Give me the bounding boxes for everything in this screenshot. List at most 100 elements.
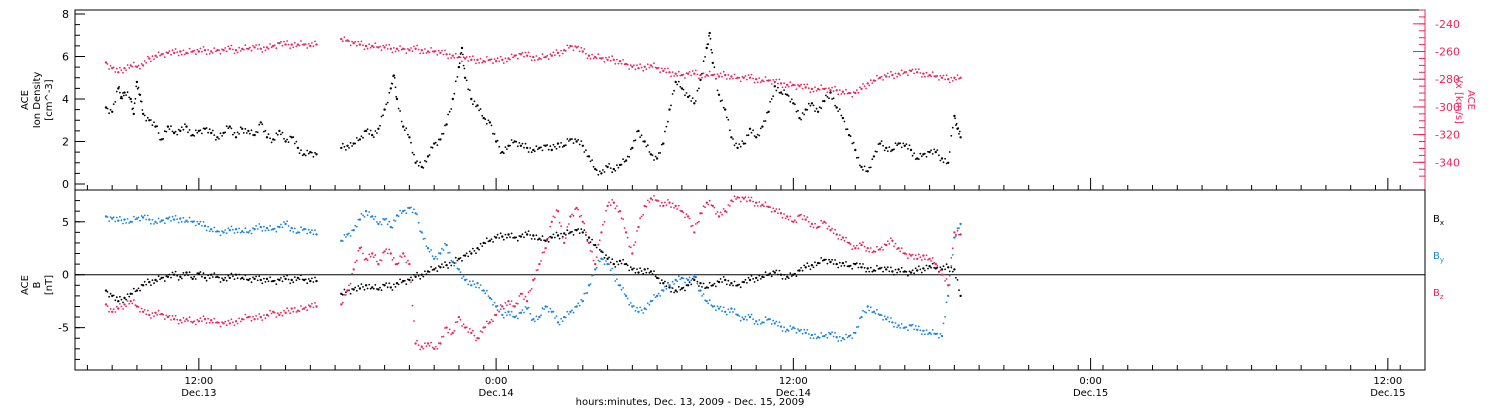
vx-point xyxy=(208,53,211,55)
bx-point xyxy=(860,266,863,269)
vx-point xyxy=(265,46,269,49)
bz-point xyxy=(267,315,270,317)
vx-tick-label: -280 xyxy=(1435,73,1460,86)
density-point xyxy=(546,144,549,146)
vx-point xyxy=(422,52,425,55)
bx-point xyxy=(207,274,210,277)
density-point xyxy=(673,89,675,92)
bx-point xyxy=(732,284,734,287)
by-point xyxy=(117,219,120,222)
by-point xyxy=(674,278,677,282)
bx-point xyxy=(267,280,270,283)
density-point xyxy=(595,169,598,172)
x-tick-date: Dec.13 xyxy=(181,388,216,399)
by-point xyxy=(234,228,238,231)
bz-point xyxy=(104,303,108,306)
vx-point xyxy=(343,36,346,38)
bz-point xyxy=(106,305,109,308)
by-point xyxy=(292,231,295,233)
bx-point xyxy=(463,254,467,257)
bz-point xyxy=(225,324,228,327)
density-point xyxy=(256,131,259,134)
bx-point xyxy=(643,268,646,271)
bz-point xyxy=(673,206,675,209)
bx-point xyxy=(473,250,476,252)
bz-point xyxy=(312,306,315,309)
bx-point xyxy=(721,281,723,283)
density-point xyxy=(343,145,346,148)
density-point xyxy=(679,85,682,88)
density-point xyxy=(674,80,677,84)
density-point xyxy=(589,160,592,163)
density-point xyxy=(150,119,152,121)
bz-point xyxy=(863,245,866,248)
density-point xyxy=(504,146,507,149)
vx-point xyxy=(498,60,501,63)
bx-point xyxy=(541,235,544,238)
by-point xyxy=(598,260,601,263)
by-point xyxy=(664,285,666,288)
bz-point xyxy=(530,288,533,290)
bz-point xyxy=(854,247,857,250)
bx-point xyxy=(801,269,804,272)
bx-point xyxy=(851,267,854,270)
density-point xyxy=(890,150,892,153)
by-point xyxy=(882,318,884,321)
bx-point xyxy=(546,238,549,241)
vx-point xyxy=(117,71,120,74)
density-point xyxy=(801,112,804,114)
density-point xyxy=(533,150,536,153)
bz-point xyxy=(575,206,578,210)
by-point xyxy=(899,327,902,329)
density-axis-label-line: ACE xyxy=(20,90,31,110)
density-point xyxy=(135,85,138,88)
by-point xyxy=(119,215,121,218)
density-point xyxy=(463,76,467,80)
vx-point xyxy=(242,48,245,51)
bz-point xyxy=(482,326,485,329)
density-point xyxy=(885,146,888,150)
bz-point xyxy=(207,317,210,320)
bz-point xyxy=(653,195,655,197)
density-point xyxy=(587,155,591,158)
bz-point xyxy=(869,247,872,249)
by-point xyxy=(516,317,519,320)
bx-point xyxy=(622,258,624,261)
bz-point xyxy=(891,239,894,242)
vx-point xyxy=(803,83,806,86)
bx-point xyxy=(272,279,275,283)
density-point xyxy=(298,152,301,155)
by-point xyxy=(617,284,620,287)
by-point xyxy=(482,289,485,292)
by-point xyxy=(722,306,725,309)
by-point xyxy=(478,286,480,289)
vx-point xyxy=(732,77,734,80)
bz-point xyxy=(487,322,490,325)
bz-point xyxy=(306,309,309,312)
bx-point xyxy=(306,282,309,285)
density-point xyxy=(292,136,295,139)
density-point xyxy=(876,150,878,153)
by-point xyxy=(755,320,758,323)
density-point xyxy=(379,124,381,127)
by-point xyxy=(394,220,397,222)
by-point xyxy=(172,218,176,221)
density-point xyxy=(905,143,908,146)
vx-point xyxy=(388,43,391,46)
density-point xyxy=(942,161,945,164)
by-point xyxy=(314,229,316,232)
vx-point xyxy=(391,51,394,54)
bz-point xyxy=(283,309,285,312)
by-point xyxy=(730,307,733,310)
vx-point xyxy=(852,91,855,94)
bz-point xyxy=(905,253,908,256)
bx-point xyxy=(236,277,239,280)
by-point xyxy=(205,229,208,232)
by-point xyxy=(694,275,697,278)
vx-point xyxy=(211,52,214,54)
vx-point xyxy=(488,58,492,61)
bz-point xyxy=(476,337,479,340)
vx-point xyxy=(664,67,666,70)
vx-point xyxy=(109,65,112,67)
bz-point xyxy=(541,251,544,254)
